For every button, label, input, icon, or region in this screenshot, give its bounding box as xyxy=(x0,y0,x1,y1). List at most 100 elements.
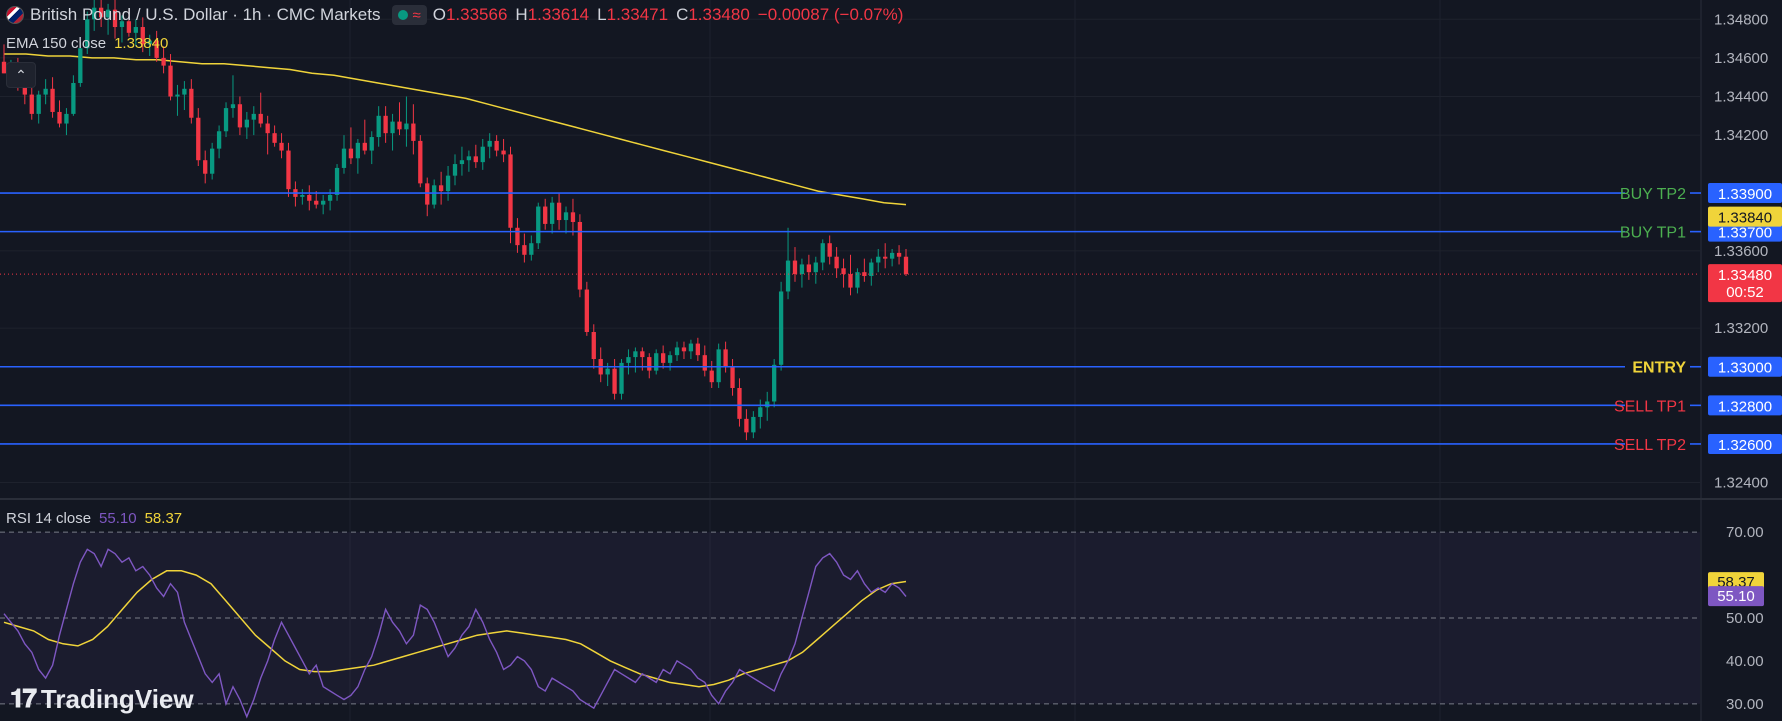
rsi-ma-line xyxy=(3,570,907,688)
candle-down xyxy=(723,349,728,367)
candle-down xyxy=(681,347,687,352)
ema-150-line xyxy=(4,53,907,206)
candle-up xyxy=(876,256,881,263)
rsi-tick-label: 40.00 xyxy=(1726,653,1764,670)
ema-price-tag-bg xyxy=(1708,206,1782,227)
rsi-value-tag-text: 55.10 xyxy=(1717,588,1755,605)
candle-up xyxy=(119,21,125,28)
candle-down xyxy=(307,194,312,201)
candle-up xyxy=(889,252,895,259)
candle-up xyxy=(334,167,340,195)
rsi-value-tag-bg xyxy=(1708,586,1764,607)
candle-down xyxy=(189,88,194,118)
candle-down xyxy=(848,274,853,288)
candle-down xyxy=(314,200,319,205)
candle-up xyxy=(43,88,48,95)
candle-down xyxy=(827,243,832,257)
level-price-tag-bg xyxy=(1708,356,1782,377)
price-change: −0.00087 (−0.07%) xyxy=(757,5,904,24)
candle-down xyxy=(806,264,812,273)
candle-up xyxy=(432,185,437,205)
candle-up xyxy=(619,362,624,394)
candle-down xyxy=(903,256,909,275)
candle-down xyxy=(1,61,7,74)
price-tick-label: 1.33200 xyxy=(1714,320,1768,337)
candle-down xyxy=(265,123,270,134)
candle-up xyxy=(210,148,215,174)
candle-up xyxy=(71,83,76,114)
level-label: SELL TP1 xyxy=(1614,398,1686,415)
candle-down xyxy=(896,252,902,257)
candle-down xyxy=(709,370,714,383)
ohlc-open-key: O xyxy=(432,5,446,24)
level-price-tag-text: 1.33900 xyxy=(1718,186,1772,203)
level-price-tag-text: 1.32600 xyxy=(1718,437,1772,454)
candle-up xyxy=(674,347,680,356)
candle-down xyxy=(203,160,208,174)
level-price-tag: 1.32800 xyxy=(1708,395,1782,416)
level-price-tag-text: 1.33000 xyxy=(1718,360,1772,377)
candle-down xyxy=(348,148,354,159)
candle-down xyxy=(473,156,478,163)
rsi-value: 55.10 xyxy=(99,510,137,527)
ema-label: EMA 150 close xyxy=(6,35,107,52)
candle-down xyxy=(279,142,284,151)
candle-down xyxy=(126,21,132,33)
candle-down xyxy=(584,289,589,332)
symbol-legend: British Pound / U.S. Dollar · 1h · CMC M… xyxy=(6,5,903,25)
price-tick-label: 1.34800 xyxy=(1714,11,1768,28)
candle-up xyxy=(244,119,249,128)
candle-down xyxy=(501,150,506,155)
candle-down xyxy=(841,268,846,275)
level-price-tag: 1.33000 xyxy=(1708,356,1782,377)
candle-down xyxy=(383,115,388,134)
live-status-pill[interactable]: ≈ xyxy=(392,5,427,25)
level-price-tag-bg xyxy=(1708,433,1782,454)
chevron-up-icon: ⌃ xyxy=(15,66,27,83)
candle-down xyxy=(397,121,402,130)
candle-up xyxy=(92,7,97,20)
candle-up xyxy=(390,121,395,134)
candle-down xyxy=(112,9,118,28)
price-axis: 1.32400 1.33200 1.33600 1.34200 1.34400 1.346… xyxy=(1708,11,1782,492)
price-tick-label: 1.34600 xyxy=(1714,50,1768,67)
candle-up xyxy=(758,407,763,417)
rsi-tick-label: 50.00 xyxy=(1726,610,1764,627)
tradingview-logo[interactable]: 𝟏𝟕 TradingView xyxy=(10,683,194,715)
ema-price-tag: 1.33840 xyxy=(1708,206,1782,227)
candle-down xyxy=(50,88,55,112)
candle-up xyxy=(355,142,361,159)
collapse-legend-button[interactable]: ⌃ xyxy=(6,62,36,88)
candle-up xyxy=(133,27,138,33)
tradingview-logo-text: TradingView xyxy=(40,683,194,714)
candle-up xyxy=(855,272,860,288)
symbol-title[interactable]: British Pound / U.S. Dollar · 1h · CMC M… xyxy=(30,5,381,24)
candle-up xyxy=(459,160,465,165)
ohlc-low-value: 1.33471 xyxy=(606,5,669,24)
rsi-legend[interactable]: RSI 14 close 55.10 58.37 xyxy=(6,510,182,527)
candle-down xyxy=(161,57,166,66)
candle-up xyxy=(230,104,236,109)
rsi-line xyxy=(3,548,907,719)
candle-down xyxy=(556,202,562,221)
level-label: BUY TP1 xyxy=(1620,225,1686,242)
candle-down xyxy=(418,140,423,184)
candle-down xyxy=(237,104,243,128)
level-label: ENTRY xyxy=(1632,360,1686,377)
candle-down xyxy=(570,212,576,222)
candle-up xyxy=(605,368,610,375)
live-dot-icon xyxy=(398,10,409,20)
level-price-tag: 1.33900 xyxy=(1708,183,1782,204)
ema-legend[interactable]: EMA 150 close 1.33840 xyxy=(6,35,168,52)
candle-up xyxy=(78,48,83,83)
candle-up xyxy=(813,262,818,273)
candle-down xyxy=(522,245,527,255)
candle-down xyxy=(695,343,700,356)
candle-down xyxy=(661,353,666,363)
rsi-tick-label: 70.00 xyxy=(1726,524,1764,541)
candle-up xyxy=(64,113,69,124)
wave-icon: ≈ xyxy=(412,6,421,24)
